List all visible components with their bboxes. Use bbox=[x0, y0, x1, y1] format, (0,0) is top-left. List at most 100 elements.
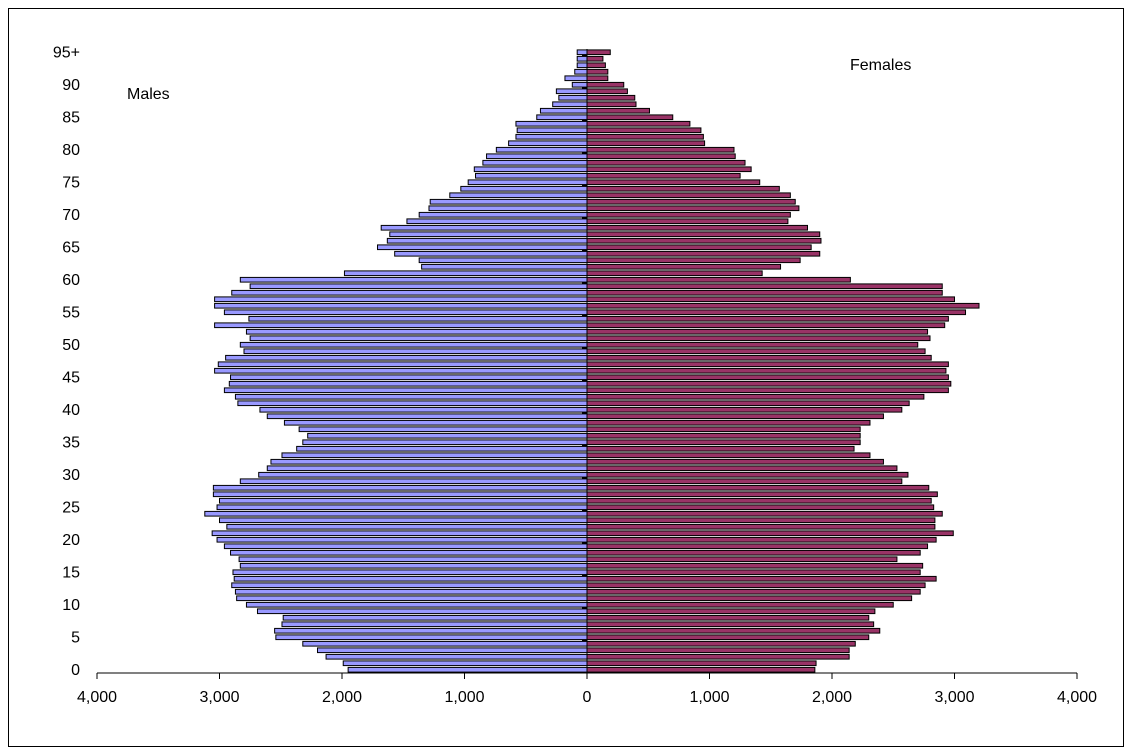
male-bar-age-44 bbox=[228, 380, 588, 387]
male-bar-age-52 bbox=[245, 328, 588, 335]
male-bar-age-93 bbox=[576, 62, 588, 69]
female-bar-age-89 bbox=[586, 88, 628, 95]
female-bar-age-31 bbox=[586, 465, 898, 472]
female-bar-age-67 bbox=[586, 231, 821, 238]
male-bar-age-58 bbox=[231, 289, 588, 296]
male-bar-age-34 bbox=[296, 445, 588, 452]
female-bar-age-84 bbox=[586, 120, 691, 127]
male-bar-age-45 bbox=[230, 374, 588, 381]
y-tick-label: 10 bbox=[62, 597, 80, 614]
female-bar-age-33 bbox=[586, 452, 871, 459]
bars-group bbox=[204, 49, 980, 673]
male-bar-age-81 bbox=[508, 140, 588, 147]
female-bar-age-70 bbox=[586, 211, 791, 218]
male-bar-age-88 bbox=[558, 94, 588, 101]
x-tick-label: 4,000 bbox=[77, 689, 117, 706]
male-bar-age-68 bbox=[380, 224, 588, 231]
female-bar-age-71 bbox=[586, 205, 800, 212]
male-bar-age-48 bbox=[225, 354, 588, 361]
female-bar-age-35 bbox=[586, 439, 861, 446]
female-bar-age-90 bbox=[586, 81, 625, 88]
male-bar-age-89 bbox=[555, 88, 588, 95]
female-bar-age-37 bbox=[586, 426, 861, 433]
female-bar-age-63 bbox=[586, 257, 801, 264]
female-bar-age-54 bbox=[586, 315, 949, 322]
female-bar-age-24 bbox=[586, 510, 943, 517]
female-bar-age-51 bbox=[586, 335, 931, 342]
male-bar-age-83 bbox=[516, 127, 588, 134]
female-bar-age-15 bbox=[586, 569, 921, 576]
female-bar-age-42 bbox=[586, 393, 925, 400]
male-bar-age-19 bbox=[223, 543, 588, 550]
female-bar-age-55 bbox=[586, 309, 967, 316]
male-bar-age-43 bbox=[223, 387, 588, 394]
male-bar-age-14 bbox=[233, 575, 588, 582]
male-bar-age-47 bbox=[217, 361, 588, 368]
female-bar-age-9 bbox=[586, 608, 876, 615]
female-bar-age-72 bbox=[586, 198, 796, 205]
y-tick-label: 55 bbox=[62, 304, 80, 321]
female-bar-age-56 bbox=[586, 302, 980, 309]
female-bar-age-23 bbox=[586, 517, 936, 524]
male-bar-age-24 bbox=[204, 510, 588, 517]
female-bar-age-27 bbox=[586, 491, 938, 498]
male-bar-age-8 bbox=[282, 614, 588, 621]
female-bar-age-17 bbox=[586, 556, 898, 563]
female-bar-age-11 bbox=[586, 595, 913, 602]
male-bar-age-54 bbox=[248, 315, 588, 322]
male-bar-age-18 bbox=[230, 549, 588, 556]
female-bar-age-29 bbox=[586, 478, 903, 485]
female-bar-age-4 bbox=[586, 640, 856, 647]
female-bar-age-77 bbox=[586, 166, 752, 173]
male-bar-age-2 bbox=[325, 653, 588, 660]
female-bar-age-79 bbox=[586, 153, 736, 160]
male-bar-age-55 bbox=[223, 309, 588, 316]
x-tick-label: 2,000 bbox=[322, 689, 362, 706]
y-tick-label: 75 bbox=[62, 174, 80, 191]
x-tick-label: 1,000 bbox=[444, 689, 484, 706]
y-tick-label: 45 bbox=[62, 369, 80, 386]
female-bar-age-18 bbox=[586, 549, 921, 556]
y-tick-label: 20 bbox=[62, 532, 80, 549]
axes-group: 4,000 3,000 2,000 1,000 0 1,000 2,000 3,000 4,00… bbox=[53, 44, 1097, 706]
male-bar-age-92 bbox=[574, 68, 588, 75]
y-tick-label: 0 bbox=[71, 662, 80, 679]
male-bar-age-4 bbox=[302, 640, 588, 647]
male-bar-age-17 bbox=[238, 556, 588, 563]
male-bar-age-15 bbox=[232, 569, 588, 576]
female-bar-age-39 bbox=[586, 413, 884, 420]
female-bar-age-16 bbox=[586, 562, 924, 569]
y-tick-label: 85 bbox=[62, 109, 80, 126]
female-bar-age-19 bbox=[586, 543, 929, 550]
y-tick-label: 40 bbox=[62, 402, 80, 419]
male-bar-age-27 bbox=[212, 491, 588, 498]
female-bar-age-21 bbox=[586, 530, 954, 537]
male-bar-age-9 bbox=[256, 608, 588, 615]
female-bar-age-30 bbox=[586, 471, 909, 478]
male-bar-age-50 bbox=[239, 341, 588, 348]
male-bar-age-86 bbox=[539, 107, 588, 114]
y-tick-label: 50 bbox=[62, 337, 80, 354]
female-bar-age-25 bbox=[586, 504, 935, 511]
male-bar-age-57 bbox=[214, 296, 588, 303]
female-bar-age-13 bbox=[586, 582, 926, 589]
female-bar-age-66 bbox=[586, 237, 822, 244]
female-bar-age-57 bbox=[586, 296, 955, 303]
male-bar-age-85 bbox=[536, 114, 588, 121]
y-tick-label: 65 bbox=[62, 239, 80, 256]
female-bar-age-95 bbox=[586, 49, 611, 56]
female-bar-age-26 bbox=[586, 497, 932, 504]
female-bar-age-14 bbox=[586, 575, 937, 582]
x-tick-label: 3,000 bbox=[934, 689, 974, 706]
male-bar-age-35 bbox=[302, 439, 588, 446]
female-bar-age-88 bbox=[586, 94, 636, 101]
female-bar-age-8 bbox=[586, 614, 870, 621]
female-bar-age-53 bbox=[586, 322, 946, 329]
male-bar-age-3 bbox=[317, 647, 588, 654]
male-bar-age-41 bbox=[237, 400, 588, 407]
female-bar-age-85 bbox=[586, 114, 674, 121]
y-tick-label: 70 bbox=[62, 207, 80, 224]
male-bar-age-53 bbox=[214, 322, 588, 329]
y-tick-label: 95+ bbox=[53, 44, 80, 61]
males-label: Males bbox=[127, 86, 170, 103]
